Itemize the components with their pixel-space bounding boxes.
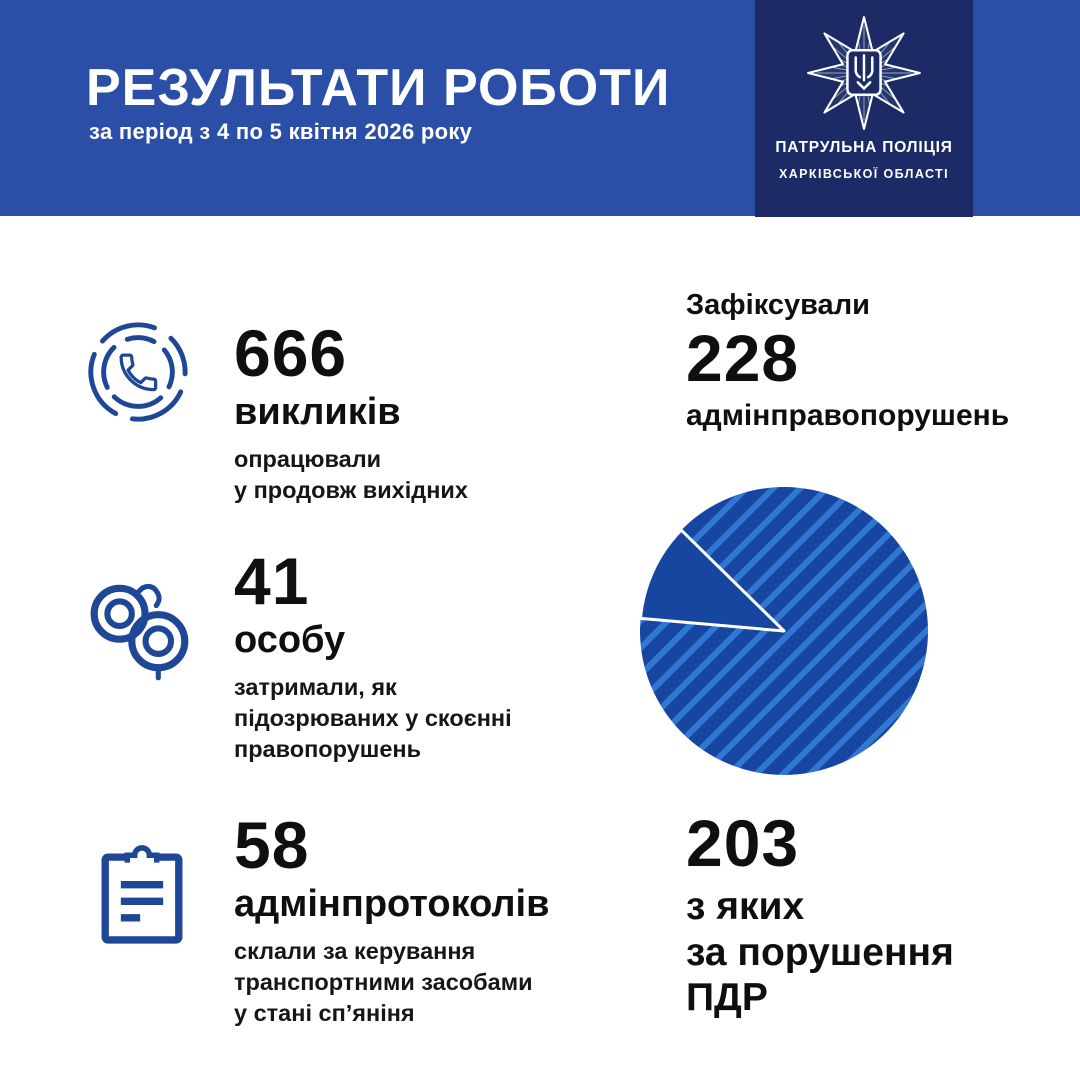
pie-chart bbox=[638, 485, 930, 777]
protocols-description: склали за керування транспортними засоба… bbox=[234, 937, 533, 1027]
stat-recorded-offences: Зафіксували 228 адмінправопорушень bbox=[686, 288, 1009, 433]
protocols-label: адмінпротоколів bbox=[234, 883, 550, 925]
phone-icon bbox=[88, 322, 188, 422]
trident-icon bbox=[854, 54, 874, 91]
protocols-value: 58 bbox=[234, 808, 310, 882]
report-period: за період з 4 по 5 квітня 2026 року bbox=[89, 119, 473, 144]
detained-description: затримали, як підозрюваних у скоєнні пра… bbox=[234, 673, 512, 763]
handcuffs-icon bbox=[90, 583, 189, 681]
stat-protocols: 58 адмінпротоколів склали за керування т… bbox=[234, 812, 549, 1030]
calls-label: викликів bbox=[234, 391, 401, 433]
pie-slice-solid bbox=[639, 528, 786, 633]
recorded-intro: Зафіксували bbox=[686, 289, 870, 321]
recorded-label: адмінправопорушень bbox=[686, 398, 1010, 432]
stat-traffic-violations: 203 з яких за порушення ПДР bbox=[686, 810, 954, 1021]
org-name: ПАТРУЛЬНА ПОЛІЦІЯ bbox=[775, 139, 953, 156]
traffic-value: 203 bbox=[686, 806, 800, 880]
detained-value: 41 bbox=[234, 544, 310, 618]
traffic-line-2: за порушення bbox=[686, 930, 954, 974]
calls-description: опрацювали у продовж вихідних bbox=[234, 445, 468, 504]
clipboard-icon bbox=[101, 845, 183, 944]
stat-detained: 41 особу затримали, як підозрюваних у ск… bbox=[234, 548, 512, 766]
police-badge-panel: ПАТРУЛЬНА ПОЛІЦІЯ ХАРКІВСЬКОЇ ОБЛАСТІ bbox=[755, 0, 973, 217]
traffic-line-3: ПДР bbox=[686, 976, 768, 1020]
detained-label: особу bbox=[234, 619, 346, 661]
stat-calls: 666 викликів опрацювали у продовж вихідн… bbox=[234, 320, 468, 506]
traffic-line-1: з яких bbox=[686, 885, 805, 928]
police-star-emblem-icon bbox=[807, 16, 921, 130]
page-title: РЕЗУЛЬТАТИ РОБОТИ bbox=[86, 59, 671, 117]
calls-value: 666 bbox=[234, 316, 348, 390]
recorded-value: 228 bbox=[686, 320, 800, 395]
org-region: ХАРКІВСЬКОЇ ОБЛАСТІ bbox=[779, 167, 949, 181]
